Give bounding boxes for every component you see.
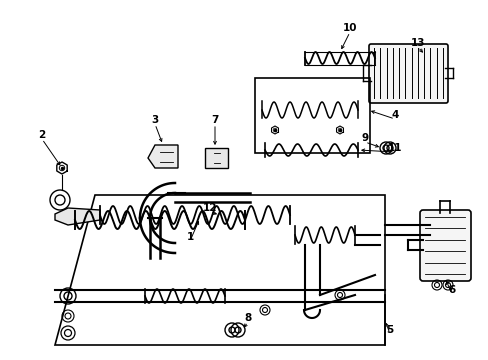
FancyBboxPatch shape bbox=[368, 44, 447, 103]
Text: 11: 11 bbox=[387, 143, 402, 153]
Text: 1: 1 bbox=[186, 232, 193, 242]
Polygon shape bbox=[148, 145, 178, 168]
Text: 5: 5 bbox=[386, 325, 393, 335]
Text: 8: 8 bbox=[244, 313, 251, 323]
Polygon shape bbox=[55, 208, 100, 225]
Text: 7: 7 bbox=[211, 115, 218, 125]
Polygon shape bbox=[204, 148, 227, 168]
Text: 10: 10 bbox=[342, 23, 357, 33]
Text: 3: 3 bbox=[151, 115, 158, 125]
Text: 6: 6 bbox=[447, 285, 455, 295]
Text: 12: 12 bbox=[203, 203, 217, 213]
Text: 13: 13 bbox=[410, 38, 425, 48]
Text: 9: 9 bbox=[361, 133, 368, 143]
Text: 4: 4 bbox=[390, 110, 398, 120]
Bar bbox=[254, 78, 369, 153]
FancyBboxPatch shape bbox=[419, 210, 470, 281]
Text: 2: 2 bbox=[38, 130, 45, 140]
